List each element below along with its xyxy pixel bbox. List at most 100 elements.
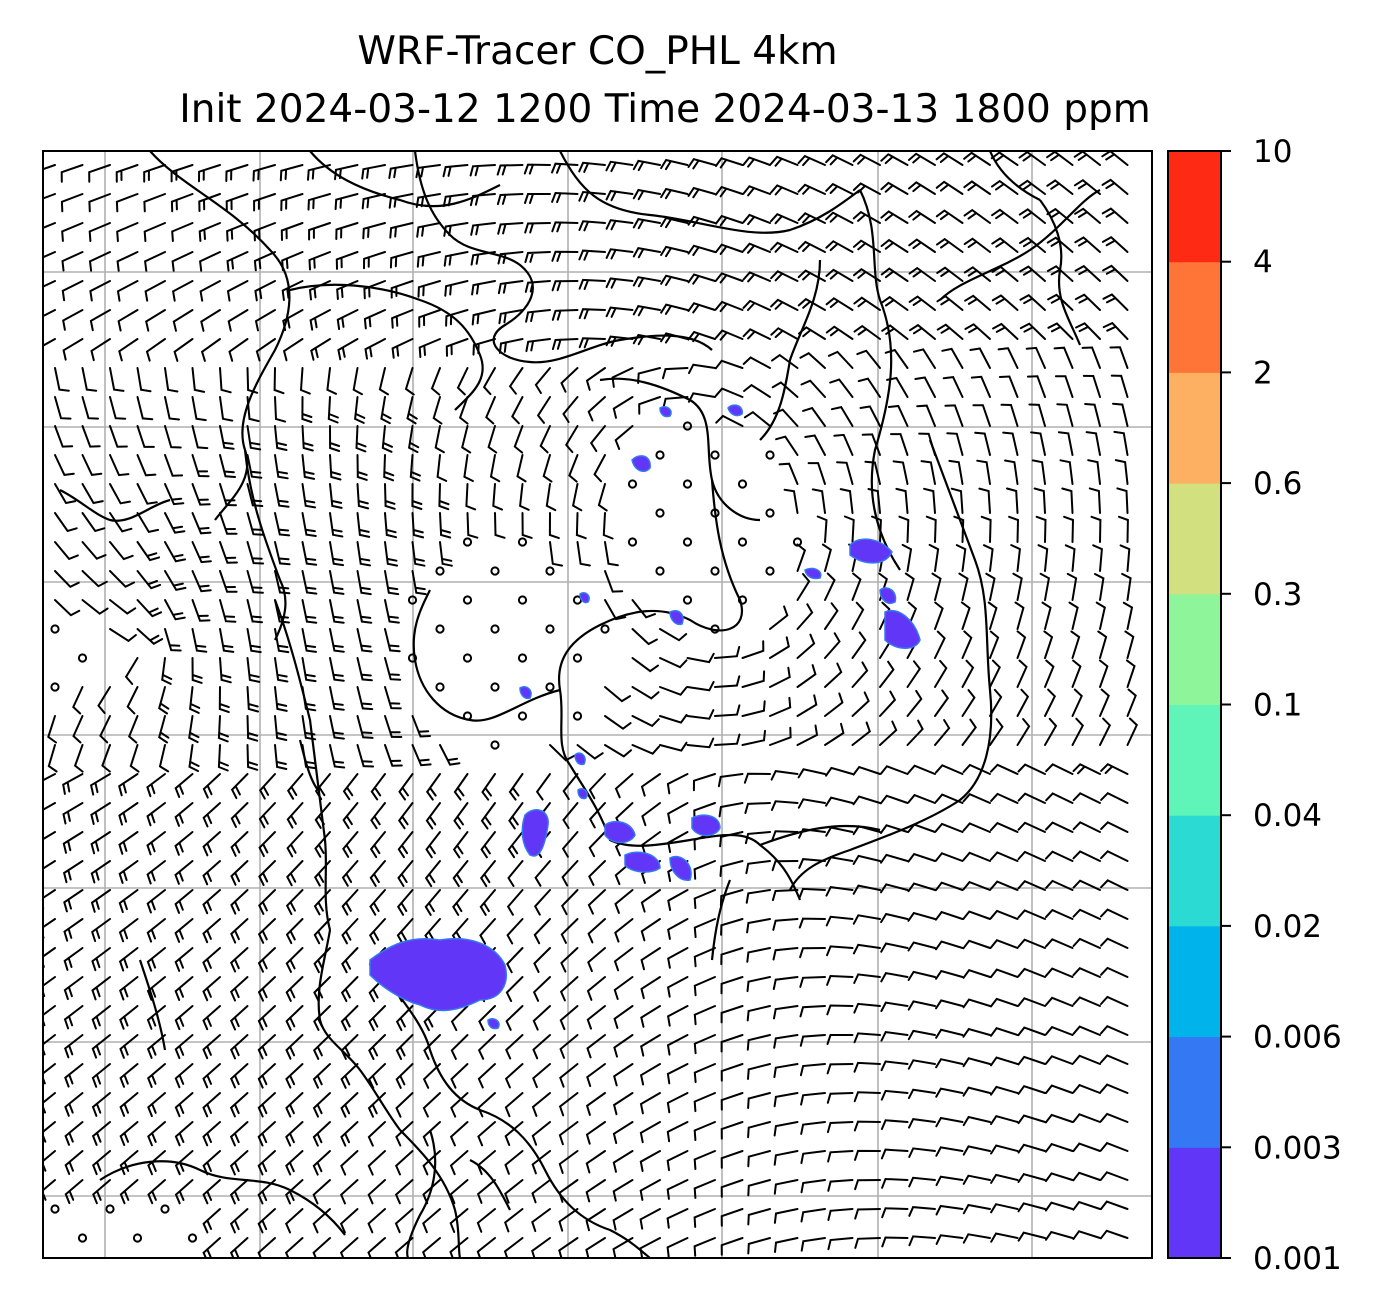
wind-barb	[1044, 1055, 1074, 1065]
wind-barb	[935, 209, 964, 224]
wind-barb	[746, 1034, 771, 1051]
wind-barb	[811, 488, 826, 514]
wind-barb	[1113, 430, 1129, 456]
wind-barb	[641, 1267, 661, 1287]
wind-barb	[229, 1237, 249, 1258]
wind-barb	[257, 1237, 276, 1258]
wind-barb	[335, 251, 359, 270]
wind-barb	[1073, 178, 1101, 195]
wind-barb	[825, 826, 854, 837]
wind-barb	[852, 795, 881, 806]
wind-barb	[605, 219, 634, 231]
wind-barb	[614, 918, 634, 943]
wind-barb	[804, 434, 826, 456]
wind-barb	[341, 947, 359, 974]
wind-barb	[174, 976, 194, 1001]
wind-barb	[63, 947, 84, 971]
wind-barb	[91, 918, 111, 942]
wind-barb	[81, 570, 108, 588]
wind-barb	[934, 910, 964, 921]
wind-barb	[604, 686, 631, 703]
wind-barb	[1008, 515, 1020, 543]
wind-barb	[228, 338, 249, 362]
wind-barb	[471, 280, 496, 296]
wind-barb	[769, 636, 790, 659]
wind-barb	[632, 333, 661, 346]
calm-marker	[682, 421, 693, 431]
wind-barb	[452, 889, 469, 916]
wind-barb	[568, 454, 579, 483]
tracer-contour	[669, 610, 684, 626]
wind-barb	[925, 515, 937, 543]
calm-marker	[517, 537, 528, 547]
wind-barb	[800, 1237, 826, 1252]
wind-barb	[531, 1237, 551, 1258]
wind-barb	[356, 744, 375, 768]
wind-barb	[963, 208, 991, 224]
wind-barb	[280, 222, 304, 241]
wind-barb	[970, 375, 991, 398]
wind-barb	[604, 541, 619, 567]
wind-barb	[907, 911, 936, 922]
wind-barb	[101, 744, 111, 773]
wind-barb	[612, 1179, 634, 1202]
wind-barb	[202, 1208, 221, 1234]
wind-barb	[202, 1150, 221, 1176]
wind-barb	[551, 338, 579, 351]
wind-barb	[1044, 1230, 1074, 1241]
wind-barb	[961, 630, 973, 659]
wind-barb	[90, 831, 111, 855]
wind-barb	[632, 246, 661, 259]
wind-barb	[605, 189, 634, 202]
calm-marker	[545, 624, 555, 634]
wind-barb	[853, 1002, 881, 1014]
wind-barb	[578, 278, 606, 290]
wind-barb	[851, 661, 869, 688]
wind-barb	[395, 1034, 414, 1060]
wind-barb	[367, 1063, 386, 1089]
wind-barb	[662, 367, 689, 380]
wind-barb	[715, 214, 744, 227]
wind-barb	[936, 237, 964, 253]
wind-barb	[340, 1063, 359, 1089]
wind-barb	[879, 660, 895, 688]
wind-barb	[693, 947, 716, 968]
wind-barb	[558, 1150, 579, 1174]
wind-barb	[1072, 937, 1101, 949]
wind-barb	[286, 773, 304, 800]
wind-barb	[329, 541, 345, 567]
wind-barb	[825, 154, 854, 166]
wind-barb	[997, 347, 1019, 369]
wind-barb	[301, 570, 318, 595]
wind-barb	[301, 454, 316, 480]
colorbar-tick-label: 0.6	[1253, 466, 1302, 502]
wind-barb	[301, 483, 316, 509]
wind-barb	[449, 1208, 469, 1233]
calm-marker	[462, 711, 473, 721]
wind-barb	[1017, 1143, 1046, 1154]
wind-barb	[693, 1150, 716, 1170]
wind-barb	[963, 266, 991, 282]
wind-barb	[907, 941, 936, 952]
wind-barb	[439, 512, 452, 539]
wind-barb	[693, 1237, 716, 1257]
wind-barb	[1016, 688, 1030, 717]
wind-barb	[666, 773, 689, 795]
wind-barb	[226, 222, 249, 242]
wind-barb	[864, 460, 881, 485]
wind-barb	[274, 715, 288, 741]
wind-barb	[136, 512, 160, 534]
wind-barb	[976, 459, 991, 485]
wind-barb	[614, 773, 634, 799]
wind-barb	[524, 280, 551, 293]
wind-barb	[908, 209, 936, 224]
wind-barb	[109, 512, 133, 533]
wind-barb	[851, 572, 862, 601]
wind-barb	[81, 425, 101, 448]
wind-barb	[274, 454, 289, 480]
wind-barb	[853, 1120, 881, 1132]
wind-barb	[560, 947, 579, 973]
wind-barb	[639, 1150, 661, 1172]
wind-barb	[430, 367, 441, 396]
wind-barb	[990, 763, 1019, 775]
